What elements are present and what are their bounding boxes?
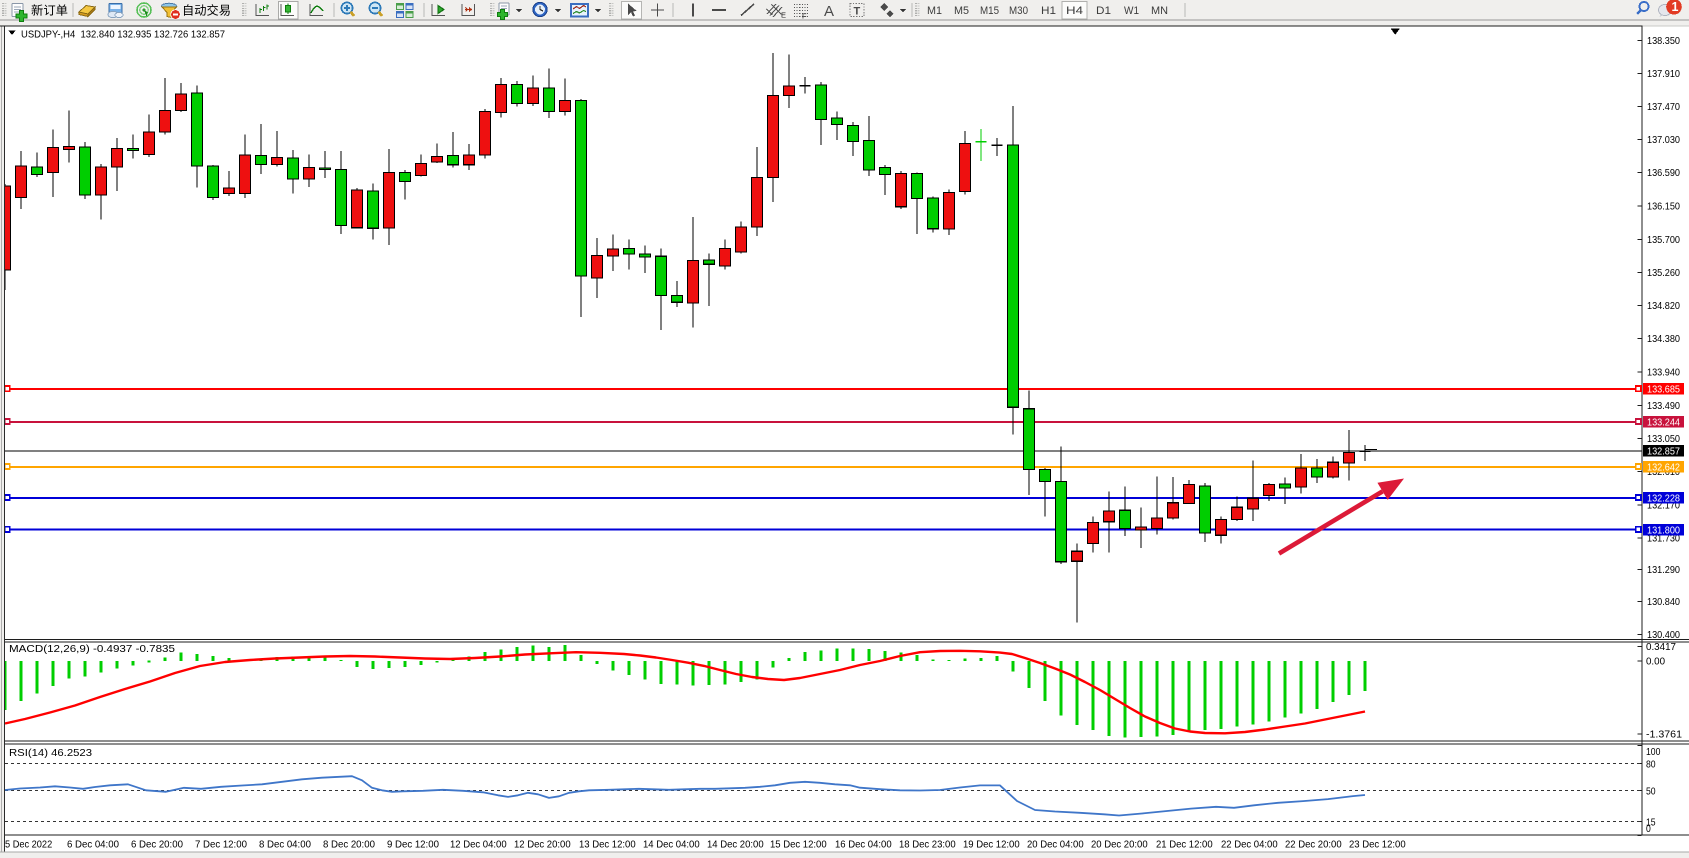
svg-text:80: 80 <box>1646 759 1656 770</box>
svg-text:133.685: 133.685 <box>1647 385 1680 396</box>
svg-text:9 Dec 12:00: 9 Dec 12:00 <box>387 840 439 851</box>
svg-text:6 Dec 20:00: 6 Dec 20:00 <box>131 840 183 851</box>
svg-text:W1: W1 <box>1124 5 1139 17</box>
svg-text:131.730: 131.730 <box>1647 533 1680 544</box>
svg-text:E: E <box>781 11 786 20</box>
svg-text:131.800: 131.800 <box>1647 526 1680 537</box>
svg-text:133.244: 133.244 <box>1647 418 1680 429</box>
svg-text:134.380: 134.380 <box>1647 334 1680 345</box>
svg-text:A: A <box>824 3 834 20</box>
svg-text:1: 1 <box>1672 0 1679 14</box>
svg-text:137.470: 137.470 <box>1647 102 1680 113</box>
svg-text:15 Dec 12:00: 15 Dec 12:00 <box>770 840 827 851</box>
svg-text:16 Dec 04:00: 16 Dec 04:00 <box>835 840 892 851</box>
svg-text:133.050: 133.050 <box>1647 434 1680 445</box>
svg-text:RSI(14) 46.2523: RSI(14) 46.2523 <box>9 748 92 759</box>
svg-text:自动交易: 自动交易 <box>182 3 231 18</box>
svg-text:18 Dec 23:00: 18 Dec 23:00 <box>899 840 956 851</box>
svg-text:50: 50 <box>1646 786 1656 797</box>
svg-text:14 Dec 20:00: 14 Dec 20:00 <box>707 840 764 851</box>
svg-text:133.490: 133.490 <box>1647 401 1680 412</box>
svg-text:138.350: 138.350 <box>1647 36 1680 47</box>
svg-text:M5: M5 <box>954 5 969 17</box>
svg-text:132.170: 132.170 <box>1647 500 1680 511</box>
svg-text:7 Dec 12:00: 7 Dec 12:00 <box>195 840 247 851</box>
svg-text:137.030: 137.030 <box>1647 135 1680 146</box>
svg-text:22 Dec 04:00: 22 Dec 04:00 <box>1221 840 1278 851</box>
svg-text:132.642: 132.642 <box>1647 463 1680 474</box>
svg-text:132.610: 132.610 <box>1647 467 1680 478</box>
svg-text:M1: M1 <box>927 5 942 17</box>
svg-text:135.260: 135.260 <box>1647 268 1680 279</box>
svg-text:12 Dec 20:00: 12 Dec 20:00 <box>514 840 571 851</box>
svg-text:132.857: 132.857 <box>1647 447 1680 458</box>
svg-text:M15: M15 <box>980 5 999 17</box>
svg-text:21 Dec 12:00: 21 Dec 12:00 <box>1156 840 1213 851</box>
svg-text:133.940: 133.940 <box>1647 367 1680 378</box>
svg-text:F: F <box>802 12 807 21</box>
svg-text:H1: H1 <box>1041 5 1056 17</box>
svg-text:130.840: 130.840 <box>1647 597 1680 608</box>
svg-text:14 Dec 04:00: 14 Dec 04:00 <box>643 840 700 851</box>
svg-text:19 Dec 12:00: 19 Dec 12:00 <box>963 840 1020 851</box>
svg-text:134.820: 134.820 <box>1647 301 1680 312</box>
svg-text:MN: MN <box>1151 5 1168 17</box>
svg-text:USDJPY-,H4 132.840 132.935 13: USDJPY-,H4 132.840 132.935 132.726 132.8… <box>21 30 225 41</box>
svg-text:H4: H4 <box>1066 5 1083 17</box>
svg-text:12 Dec 04:00: 12 Dec 04:00 <box>450 840 507 851</box>
svg-text:132.228: 132.228 <box>1647 494 1680 505</box>
svg-text:136.150: 136.150 <box>1647 201 1680 212</box>
svg-text:5 Dec 2022: 5 Dec 2022 <box>5 840 53 851</box>
svg-text:20 Dec 04:00: 20 Dec 04:00 <box>1027 840 1084 851</box>
svg-text:15: 15 <box>1646 818 1656 829</box>
svg-text:新订单: 新订单 <box>31 3 68 18</box>
svg-text:T: T <box>854 6 861 18</box>
svg-text:0: 0 <box>1646 824 1651 835</box>
svg-text:20 Dec 20:00: 20 Dec 20:00 <box>1091 840 1148 851</box>
svg-text:136.590: 136.590 <box>1647 168 1680 179</box>
svg-text:8 Dec 20:00: 8 Dec 20:00 <box>323 840 375 851</box>
svg-text:D1: D1 <box>1096 5 1111 17</box>
svg-text:-1.3761: -1.3761 <box>1646 730 1682 741</box>
svg-text:13 Dec 12:00: 13 Dec 12:00 <box>579 840 636 851</box>
svg-text:MACD(12,26,9) -0.4937 -0.7835: MACD(12,26,9) -0.4937 -0.7835 <box>9 644 175 655</box>
svg-text:8 Dec 04:00: 8 Dec 04:00 <box>259 840 311 851</box>
svg-text:0.3417: 0.3417 <box>1646 642 1676 653</box>
svg-text:M30: M30 <box>1009 5 1028 17</box>
svg-text:0.00: 0.00 <box>1646 657 1665 668</box>
svg-text:135.700: 135.700 <box>1647 235 1680 246</box>
svg-text:137.910: 137.910 <box>1647 69 1680 80</box>
svg-text:131.290: 131.290 <box>1647 565 1680 576</box>
svg-text:6 Dec 04:00: 6 Dec 04:00 <box>67 840 119 851</box>
svg-text:22 Dec 20:00: 22 Dec 20:00 <box>1285 840 1342 851</box>
svg-text:23 Dec 12:00: 23 Dec 12:00 <box>1349 840 1406 851</box>
svg-text:100: 100 <box>1646 747 1661 758</box>
svg-text:130.400: 130.400 <box>1647 630 1680 641</box>
